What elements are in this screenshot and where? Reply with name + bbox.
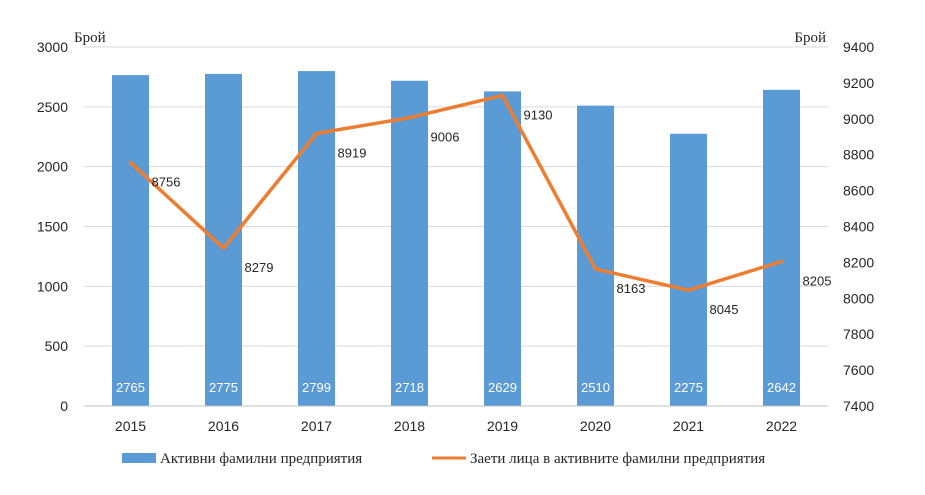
data-labels: 2765 2775 2799 2718 2629 2510 2275 2642 8756 8279… — [116, 107, 831, 395]
bar-data-label: 2510 — [581, 380, 610, 395]
x-axis-tick-label: 2017 — [301, 418, 332, 434]
right-axis-tick-label: 9200 — [843, 75, 874, 91]
right-axis-tick-label: 7600 — [843, 362, 874, 378]
bar — [112, 75, 149, 406]
left-axis-tick-label: 3000 — [37, 39, 68, 55]
left-axis-tick-label: 0 — [60, 398, 68, 414]
right-axis-tick-label: 7800 — [843, 326, 874, 342]
bar-data-label: 2629 — [488, 380, 517, 395]
line-data-label: 8163 — [617, 281, 646, 296]
x-axis-tick-label: 2021 — [673, 418, 704, 434]
line-point — [315, 131, 318, 135]
bar — [391, 80, 428, 406]
bar — [298, 71, 335, 406]
line-path — [128, 93, 784, 292]
left-axis-tick-label: 1500 — [37, 219, 68, 235]
bar-series — [112, 71, 800, 407]
line-point — [594, 267, 597, 271]
left-axis-tick-label: 2500 — [37, 99, 68, 115]
left-axis-tick-label: 2000 — [37, 159, 68, 175]
line-point — [687, 288, 690, 292]
right-axis-tick-label: 8200 — [843, 254, 874, 270]
x-axis-tick-label: 2018 — [394, 418, 425, 434]
line-data-label: 8045 — [710, 302, 739, 317]
x-axis-tick-label: 2019 — [487, 418, 518, 434]
bar — [484, 91, 521, 406]
legend-label-bars: Активни фамилни предприятия — [160, 451, 362, 467]
line-data-label: 9006 — [431, 130, 460, 145]
right-axis-tick-label: 9000 — [843, 111, 874, 127]
x-axis-tick-label: 2016 — [208, 418, 239, 434]
bar — [670, 133, 707, 406]
x-axis-tick-label: 2022 — [766, 418, 797, 434]
legend: Активни фамилни предприятия Заети лица в… — [122, 451, 765, 467]
right-axis-unit-label: Брой — [794, 30, 826, 46]
bar — [205, 73, 242, 407]
line-point — [222, 246, 225, 250]
bar-data-label: 2765 — [116, 380, 145, 395]
line-data-label: 8756 — [152, 175, 181, 190]
bar-data-label: 2718 — [395, 380, 424, 395]
right-axis-tick-label: 9400 — [843, 39, 874, 55]
legend-swatch-bars — [122, 453, 156, 463]
line-point — [408, 116, 411, 120]
x-axis-tick-label: 2015 — [115, 418, 146, 434]
line-data-label: 8919 — [338, 145, 367, 160]
bar-data-label: 2799 — [302, 380, 331, 395]
left-axis-unit-label: Брой — [74, 30, 106, 46]
right-axis-tick-label: 8600 — [843, 183, 874, 199]
right-axis-tick-label: 7400 — [843, 398, 874, 414]
right-axis-tick-label: 8000 — [843, 290, 874, 306]
bar-data-label: 2275 — [674, 380, 703, 395]
left-axis-tick-label: 500 — [45, 338, 69, 354]
axes: 0 500 1000 1500 2000 2500 3000 7400 7600 7800 8000… — [37, 39, 875, 434]
gridlines — [84, 46, 828, 407]
bar — [577, 105, 614, 407]
x-axis-tick-label: 2020 — [580, 418, 611, 434]
legend-label-line: Заети лица в активните фамилни предприят… — [470, 451, 765, 467]
line-data-label: 8279 — [245, 260, 274, 275]
line-point — [129, 161, 132, 165]
line-point — [780, 260, 783, 264]
left-axis-tick-label: 1000 — [37, 278, 68, 294]
line-data-label: 9130 — [524, 107, 553, 122]
right-axis-tick-label: 8400 — [843, 219, 874, 235]
bar-data-label: 2775 — [209, 380, 238, 395]
bar — [763, 89, 800, 406]
bar-data-label: 2642 — [767, 380, 796, 395]
line-point — [501, 93, 504, 97]
line-data-label: 8205 — [803, 274, 832, 289]
line-series — [128, 93, 784, 292]
right-axis-tick-label: 8800 — [843, 147, 874, 163]
